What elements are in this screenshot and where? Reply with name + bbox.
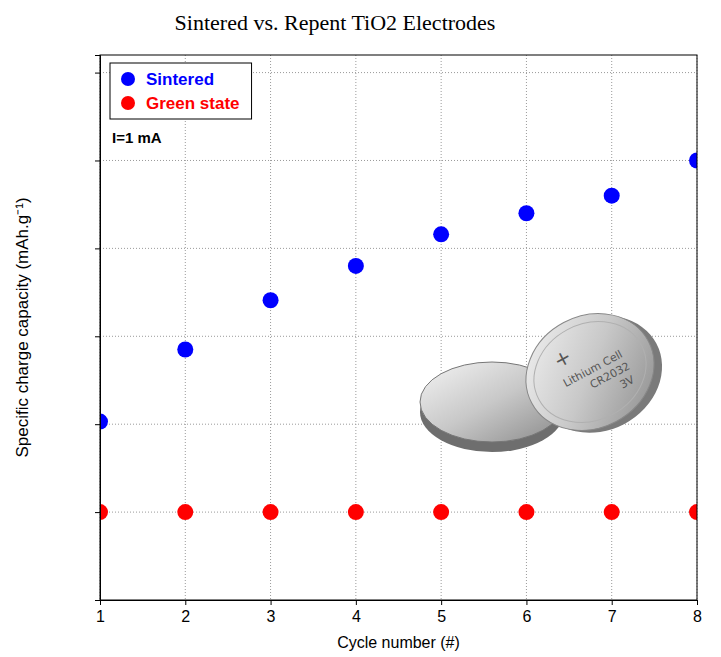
series <box>100 152 697 429</box>
coin-front: +Lithium CellCR20323V <box>505 289 682 458</box>
grid <box>100 55 697 600</box>
tick <box>95 73 100 74</box>
coin-label: + <box>549 344 575 373</box>
point <box>689 504 697 520</box>
grid-line <box>100 248 697 249</box>
tick-mark <box>95 424 100 425</box>
tick: 4 <box>352 600 361 625</box>
tick-mark <box>95 336 100 337</box>
y-axis <box>95 56 101 601</box>
point <box>604 188 620 204</box>
tick-mark <box>697 600 698 605</box>
tick-label: 7 <box>608 608 617 625</box>
tick-label: 3 <box>267 608 276 625</box>
tick: 2 <box>181 600 190 625</box>
point <box>433 226 449 242</box>
tick-label: 8 <box>693 608 702 625</box>
point <box>177 341 193 357</box>
tick-mark <box>612 600 613 605</box>
point <box>348 504 364 520</box>
plot-area <box>100 152 697 520</box>
tick-mark <box>95 160 100 161</box>
tick-label: 2 <box>181 608 190 625</box>
tick-mark <box>271 600 272 605</box>
point <box>177 504 193 520</box>
coin-face <box>505 292 674 453</box>
grid-line <box>100 160 697 161</box>
axis-line <box>101 601 698 606</box>
tick-mark <box>95 248 100 249</box>
tick <box>95 336 100 337</box>
point <box>689 152 697 168</box>
point <box>518 504 534 520</box>
tick-mark <box>356 600 357 605</box>
point <box>518 205 534 221</box>
legend-marker <box>121 96 135 110</box>
x-axis-title: Cycle number (#) <box>337 634 460 651</box>
tick-mark <box>95 512 100 513</box>
axis-line <box>95 56 101 601</box>
title: Sintered vs. Repent TiO2 Electrodes <box>175 10 496 35</box>
plot-frame <box>100 55 697 600</box>
legend: Sintered Green state <box>110 63 252 119</box>
tick: 6 <box>522 600 531 625</box>
point <box>263 504 279 520</box>
tick-mark <box>95 73 100 74</box>
x-axis: 1 2 3 4 5 6 7 8 <box>96 600 702 625</box>
tick-mark <box>441 600 442 605</box>
tick-mark <box>185 600 186 605</box>
tick-mark <box>526 600 527 605</box>
y-axis-title: Specific charge capacity (mAh.g⁻¹) <box>13 197 32 457</box>
legend-marker <box>121 72 135 86</box>
coin-rim <box>516 302 663 441</box>
tick <box>95 512 100 513</box>
tick-label: 6 <box>522 608 531 625</box>
tick-label: 4 <box>352 608 361 625</box>
point <box>100 414 108 430</box>
point <box>263 292 279 308</box>
tick: 8 <box>693 600 702 625</box>
tick <box>95 248 100 249</box>
tick-label: 5 <box>437 608 446 625</box>
point <box>604 504 620 520</box>
point <box>100 504 108 520</box>
legend-label: Green state <box>146 94 240 113</box>
tick: 5 <box>437 600 446 625</box>
tick-label: 1 <box>96 608 105 625</box>
point <box>348 258 364 274</box>
coin-cell-picture: +Lithium CellCR20323V <box>420 289 683 458</box>
tick: 1 <box>96 600 105 625</box>
legend-box <box>110 63 252 119</box>
tick: 7 <box>608 600 617 625</box>
tick: 3 <box>267 600 276 625</box>
point <box>433 504 449 520</box>
series <box>100 504 697 520</box>
coin-label: 3V <box>618 373 637 392</box>
tick <box>95 160 100 161</box>
annotation: I=1 mA <box>112 129 162 146</box>
chart: Sintered vs. Repent TiO2 Electrodes +Lith… <box>0 0 721 657</box>
legend-label: Sintered <box>146 70 214 89</box>
tick <box>95 424 100 425</box>
